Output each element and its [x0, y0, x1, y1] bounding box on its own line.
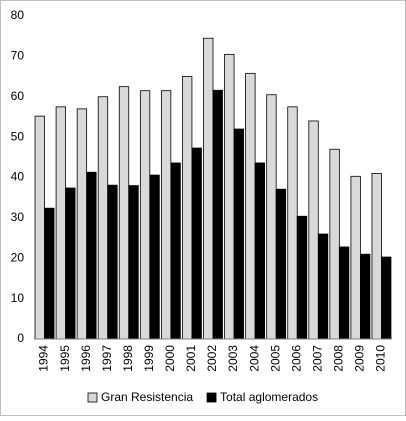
bar — [97, 96, 109, 340]
x-tick-label: 1997 — [100, 345, 114, 372]
bar — [182, 76, 193, 340]
x-tick-label: 2009 — [353, 345, 367, 372]
x-tick-label: 1999 — [142, 345, 156, 372]
bar — [245, 72, 256, 340]
bar — [212, 89, 223, 340]
legend-swatch — [206, 392, 217, 403]
bar — [128, 185, 139, 340]
bar — [34, 115, 45, 340]
x-tick-label: 2003 — [226, 345, 240, 372]
legend-swatch — [87, 392, 98, 403]
bar — [266, 94, 277, 340]
bar — [203, 37, 214, 340]
bar — [360, 253, 371, 340]
bar — [350, 175, 361, 340]
x-tick-label: 2001 — [184, 345, 198, 372]
y-tick-label: 80 — [11, 8, 25, 22]
x-tick-label: 2006 — [289, 345, 303, 372]
bar — [65, 187, 76, 340]
bar — [224, 53, 235, 340]
bar — [160, 90, 172, 340]
y-tick-label: 0 — [17, 331, 24, 345]
bar — [233, 128, 244, 340]
x-tick-label: 1994 — [37, 345, 51, 372]
x-tick-label: 2010 — [374, 345, 388, 372]
bar — [308, 120, 319, 340]
legend-label: Gran Resistencia — [101, 390, 193, 404]
x-tick-label: 2000 — [163, 345, 177, 372]
x-tick-label: 2008 — [332, 345, 346, 372]
y-tick-label: 70 — [11, 49, 25, 63]
y-tick-label: 50 — [11, 129, 25, 143]
x-tick-label: 1995 — [58, 345, 72, 372]
x-tick-label: 2007 — [310, 345, 324, 372]
bar — [44, 207, 55, 340]
bar — [107, 184, 118, 340]
bar — [118, 86, 130, 340]
x-tick-label: 2002 — [205, 345, 219, 372]
bar — [139, 90, 151, 340]
bar — [329, 148, 340, 340]
bar — [275, 188, 287, 340]
bar — [254, 162, 266, 340]
bar — [381, 256, 392, 340]
y-tick-label: 30 — [11, 210, 25, 224]
y-tick-label: 20 — [11, 250, 25, 264]
bar — [296, 215, 308, 340]
bar — [86, 171, 97, 340]
bar — [371, 173, 382, 340]
bar — [191, 147, 202, 340]
y-tick-label: 40 — [11, 170, 25, 184]
bar — [338, 246, 350, 340]
y-tick-label: 60 — [11, 89, 25, 103]
x-tick-label: 1996 — [79, 345, 93, 372]
x-tick-label: 1998 — [121, 345, 135, 372]
bar — [149, 174, 160, 340]
bar — [170, 162, 181, 340]
bar — [287, 106, 298, 340]
x-tick-label: 2004 — [247, 345, 261, 372]
bar — [55, 106, 66, 340]
x-tick-label: 2005 — [268, 345, 282, 372]
y-tick-label: 10 — [11, 291, 25, 305]
bar — [317, 233, 329, 340]
legend-label: Total aglomerados — [220, 390, 318, 404]
bar — [76, 108, 88, 340]
